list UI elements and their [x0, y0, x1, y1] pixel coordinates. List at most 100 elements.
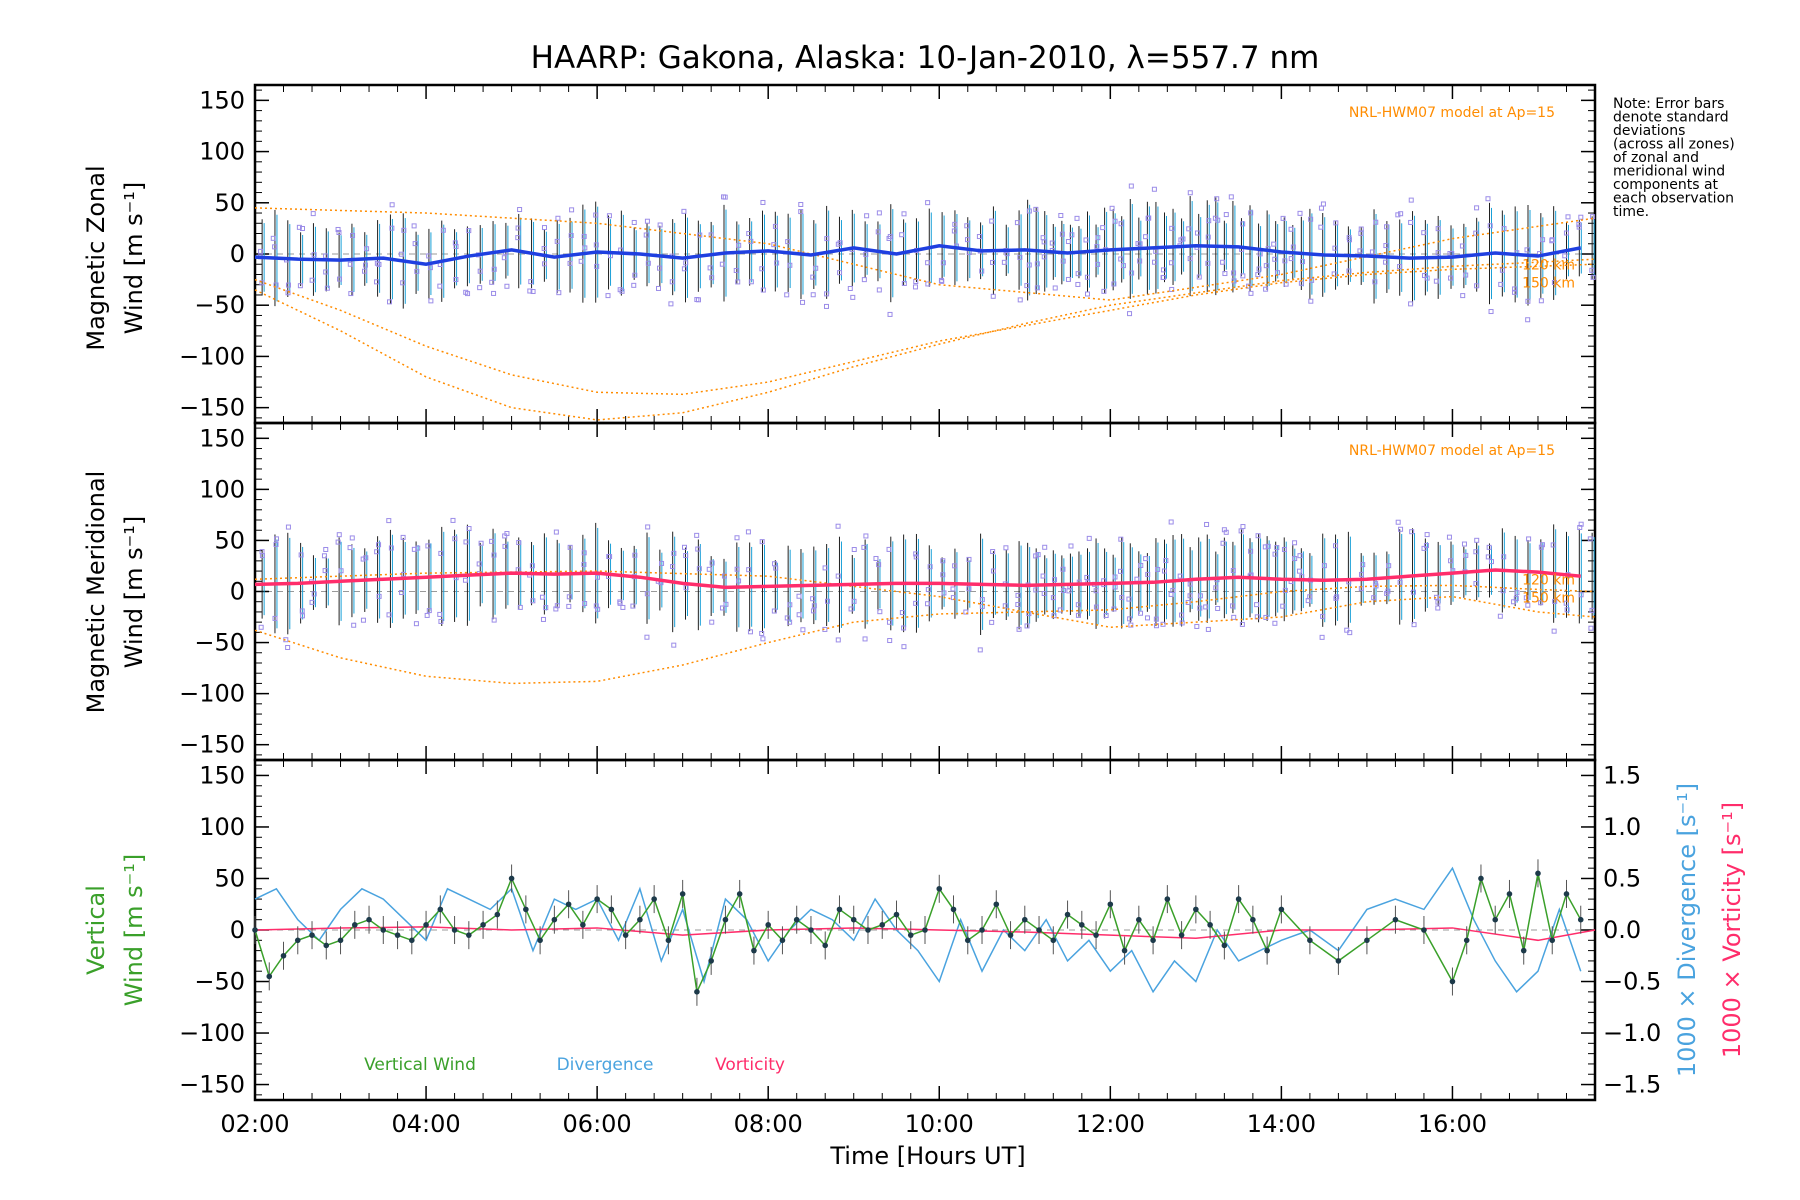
zone-point — [285, 644, 291, 650]
zone-point — [1590, 274, 1596, 280]
zone-point — [733, 267, 739, 273]
zone-point — [927, 564, 933, 570]
zone-point — [1497, 613, 1503, 619]
zone-point — [530, 598, 536, 604]
zone-point — [671, 642, 677, 648]
zone-point — [644, 634, 650, 640]
mean-wind-line — [254, 244, 1582, 267]
zone-point — [1346, 235, 1352, 241]
zone-point — [1230, 603, 1236, 609]
vertical-wind-point — [708, 958, 714, 964]
model-height-label: 120 km — [1522, 257, 1575, 273]
zone-point — [1119, 595, 1125, 601]
zone-point — [1305, 598, 1311, 604]
zone-point — [1288, 226, 1294, 232]
zone-point — [491, 290, 497, 296]
zone-point — [1272, 256, 1278, 262]
zone-point — [1215, 605, 1221, 611]
zone-point — [1187, 256, 1193, 262]
zone-point — [1511, 289, 1517, 295]
zone-point — [1187, 593, 1193, 599]
zone-point — [1050, 595, 1056, 601]
zone-point — [1093, 604, 1099, 610]
zone-point — [414, 268, 420, 274]
meridional-panel: 150 100 50 0 −50 −100 −150 NRL-HWM07 model at A… — [179, 421, 1597, 762]
zone-point — [541, 225, 547, 231]
zone-point — [530, 289, 536, 295]
zone-point — [1095, 261, 1101, 267]
zone-point — [540, 616, 546, 622]
zone-point — [796, 593, 802, 599]
zone-point — [1539, 542, 1545, 548]
zone-point — [1485, 196, 1491, 202]
zone-point — [309, 277, 315, 283]
zone-point — [438, 550, 444, 556]
zone-point — [952, 563, 958, 569]
zone-point — [1474, 283, 1480, 289]
zone-point — [1074, 215, 1080, 221]
zone-point — [1588, 625, 1594, 631]
y2-tick-label: 0.5 — [1603, 864, 1641, 892]
zone-point — [1549, 237, 1555, 243]
zone-point — [411, 223, 417, 229]
zone-point — [437, 611, 443, 617]
vertical-wind-point — [1549, 937, 1556, 944]
zone-point — [1422, 273, 1428, 279]
zone-point — [1564, 607, 1570, 613]
zone-point — [886, 546, 892, 552]
vertical-wind-point — [1250, 916, 1256, 923]
zone-point — [1128, 622, 1134, 628]
zone-point — [1281, 546, 1287, 552]
zone-point — [784, 292, 790, 298]
zone-point — [296, 224, 302, 230]
zone-point — [1103, 612, 1109, 618]
zone-point — [1563, 600, 1569, 606]
zone-point — [1095, 235, 1101, 241]
zone-point — [1214, 196, 1220, 202]
zone-point — [1297, 210, 1303, 216]
zone-point — [1058, 213, 1064, 219]
zone-point — [645, 524, 651, 530]
zone-point — [1488, 559, 1494, 565]
zone-point — [400, 280, 406, 286]
zone-point — [1153, 616, 1159, 622]
y-tick-label: 0 — [230, 240, 245, 268]
zone-point — [810, 292, 816, 298]
zone-point — [374, 279, 380, 285]
vertical-wind-point — [523, 906, 529, 913]
zone-point — [324, 285, 330, 291]
zone-point — [1094, 244, 1100, 250]
zone-point — [299, 225, 305, 231]
zone-point — [553, 529, 559, 535]
zone-point — [1161, 274, 1167, 280]
vertical-wind-point — [1150, 937, 1156, 944]
zone-point — [1540, 237, 1546, 243]
zone-point — [862, 636, 868, 642]
zone-point — [582, 245, 588, 251]
zone-point — [1160, 267, 1166, 273]
y-tick-label: 50 — [214, 864, 245, 892]
vertical-wind-point — [1221, 942, 1228, 949]
zone-point — [453, 243, 459, 249]
zone-point — [1358, 230, 1364, 236]
zone-point — [1487, 223, 1493, 229]
zone-point — [1272, 551, 1278, 557]
zone-point — [787, 262, 793, 268]
zone-point — [465, 291, 471, 297]
y-tick-label: −100 — [179, 1019, 245, 1047]
zone-point — [847, 285, 853, 291]
zone-point — [632, 272, 638, 278]
zone-point — [1565, 214, 1571, 220]
zone-point — [1577, 525, 1583, 531]
zone-point — [1274, 545, 1280, 551]
zone-point — [323, 269, 329, 275]
vertical-wind-point — [551, 916, 558, 923]
zone-point — [1112, 218, 1118, 224]
zone-point — [925, 281, 931, 287]
zone-point — [1015, 602, 1021, 608]
zone-point — [1562, 253, 1568, 259]
y-tick-label: 0 — [230, 578, 245, 606]
zone-point — [719, 261, 725, 267]
zone-point — [274, 536, 280, 542]
zone-point — [1409, 529, 1415, 535]
